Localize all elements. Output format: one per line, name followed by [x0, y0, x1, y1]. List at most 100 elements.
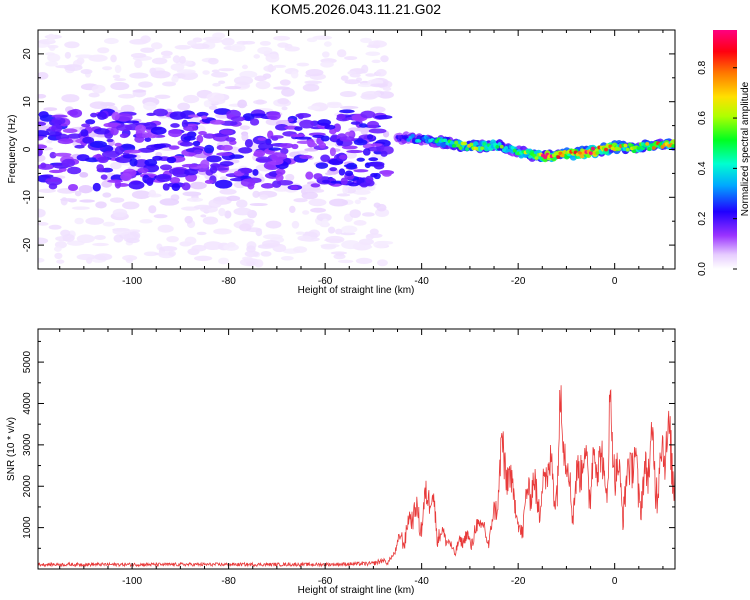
- heatmap-blob: [275, 124, 289, 131]
- heatmap-blob: [239, 84, 250, 88]
- heatmap-blob: [189, 181, 207, 190]
- heatmap-blob: [49, 151, 57, 159]
- heatmap-ridge-cell: [603, 147, 608, 152]
- heatmap-blob: [265, 53, 280, 63]
- heatmap-blob: [135, 124, 147, 134]
- heatmap-ridge-cell: [636, 146, 641, 151]
- heatmap-blob: [76, 154, 90, 162]
- heatmap-blob: [110, 126, 119, 136]
- heatmap-blob: [307, 142, 318, 148]
- heatmap-blob: [107, 179, 123, 183]
- heatmap-blob: [162, 55, 172, 59]
- heatmap-blob: [56, 259, 65, 264]
- colorbar-ticks: 0.0 0.2 0.4 0.6 0.8: [697, 60, 737, 276]
- heatmap-blob: [265, 164, 275, 169]
- heatmap-blob: [48, 183, 58, 190]
- heatmap-blob: [82, 136, 95, 144]
- heatmap-blob: [296, 140, 313, 144]
- heatmap-blob: [196, 134, 204, 144]
- heatmap-ridge-cell: [499, 144, 504, 149]
- heatmap-blob: [219, 161, 234, 167]
- heatmap-blob: [203, 133, 216, 139]
- heatmap-ridge-cell: [580, 148, 585, 153]
- heatmap-blob: [155, 173, 172, 183]
- heatmap-blob: [159, 164, 173, 171]
- heatmap-blob: [321, 179, 331, 184]
- heatmap-blob: [242, 113, 255, 122]
- heatmap-blob: [171, 183, 181, 191]
- heatmap-blob: [38, 208, 46, 218]
- heatmap-blob: [254, 75, 267, 82]
- heatmap-blob: [100, 174, 108, 180]
- heatmap-blob: [325, 172, 334, 176]
- heatmap-blob: [209, 165, 218, 174]
- heatmap-blob: [307, 105, 321, 110]
- heatmap-blob: [170, 123, 180, 128]
- heatmap-ridge-cell: [480, 146, 485, 151]
- heatmap-blob: [166, 235, 179, 243]
- heatmap-blob: [304, 80, 323, 84]
- heatmap-blob: [339, 136, 355, 142]
- heatmap-blob: [181, 119, 189, 129]
- heatmap-blob: [253, 54, 261, 59]
- heatmap-blob: [177, 102, 191, 111]
- heatmap-blob: [78, 185, 93, 194]
- heatmap-blob: [242, 40, 256, 45]
- x-tick-label: -40: [414, 576, 429, 587]
- heatmap-blob: [287, 118, 295, 122]
- colorbar-tick-label: 0.0: [697, 262, 708, 276]
- heatmap-blob: [38, 144, 48, 149]
- heatmap-blob: [200, 214, 207, 218]
- heatmap-blob: [103, 37, 119, 45]
- heatmap-blob: [153, 214, 168, 219]
- heatmap-blob: [358, 123, 368, 128]
- heatmap-ridge-cell: [506, 148, 511, 153]
- heatmap-blob: [179, 55, 186, 64]
- heatmap-blob: [76, 253, 96, 261]
- heatmap-blob: [93, 128, 110, 135]
- snr-y-axis-label: SNR (10 * v/v): [6, 417, 17, 481]
- heatmap-blob: [203, 241, 223, 251]
- heatmap-blob: [119, 133, 129, 139]
- heatmap-blob: [297, 113, 304, 120]
- heatmap-blob: [79, 172, 89, 178]
- heatmap-blob: [114, 64, 122, 74]
- heatmap-blob: [95, 201, 107, 209]
- heatmap-blob: [125, 120, 140, 124]
- colorbar-gradient: [713, 30, 737, 269]
- heatmap-blob: [51, 124, 63, 133]
- heatmap-blob: [357, 83, 374, 88]
- heatmap-blob: [191, 244, 207, 252]
- heatmap-blob: [344, 56, 358, 61]
- heatmap-blob: [90, 112, 98, 118]
- heatmap-blob: [159, 245, 178, 252]
- heatmap-blob: [40, 162, 47, 169]
- heatmap-blob: [176, 69, 196, 74]
- heatmap-blob: [74, 190, 82, 197]
- heatmap-blob: [366, 120, 380, 129]
- heatmap-blob: [236, 199, 248, 208]
- heatmap-blob: [38, 237, 49, 245]
- heatmap-blob: [344, 79, 361, 85]
- heatmap-blob: [67, 166, 82, 175]
- heatmap-blob: [209, 119, 225, 125]
- heatmap-blob: [71, 206, 90, 210]
- heatmap-blob: [218, 80, 226, 85]
- heatmap-ridge-cell: [588, 151, 593, 156]
- heatmap-blob: [265, 220, 282, 229]
- heatmap-blob: [148, 205, 157, 214]
- heatmap-blob: [294, 136, 312, 140]
- heatmap-blob: [240, 167, 252, 174]
- heatmap-blob: [150, 42, 163, 50]
- x-tick-label: -80: [221, 276, 236, 287]
- heatmap-blob: [370, 83, 389, 88]
- heatmap-ridge-cell: [465, 147, 470, 152]
- heatmap-blob: [299, 119, 315, 129]
- heatmap-blob: [179, 141, 194, 147]
- heatmap-blob: [117, 93, 136, 99]
- heatmap-blob: [114, 78, 127, 82]
- heatmap-blob: [67, 133, 83, 139]
- heatmap-blob: [308, 198, 327, 207]
- heatmap-blob: [302, 210, 310, 215]
- heatmap-blob: [62, 233, 75, 242]
